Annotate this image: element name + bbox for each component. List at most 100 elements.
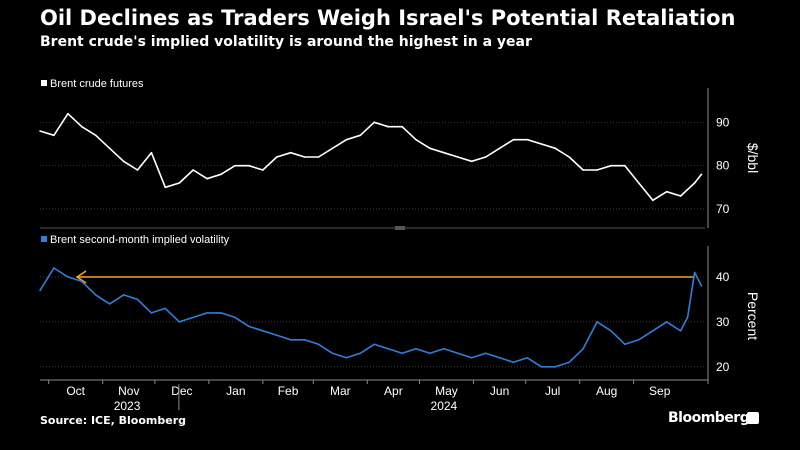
data-point xyxy=(498,356,501,359)
data-point xyxy=(651,330,654,332)
x-tick-label: Dec xyxy=(171,384,192,398)
data-point xyxy=(596,169,598,171)
legend-swatch xyxy=(41,236,47,242)
data-point xyxy=(289,151,292,154)
data-point xyxy=(275,334,278,337)
data-point xyxy=(498,147,501,150)
data-point xyxy=(345,138,348,141)
data-point xyxy=(150,151,153,154)
data-point xyxy=(401,352,403,355)
data-point xyxy=(220,173,222,176)
data-point xyxy=(122,160,125,163)
data-point xyxy=(679,330,682,332)
data-point xyxy=(317,343,320,346)
data-point xyxy=(582,348,584,350)
y-tick-label: 30 xyxy=(716,315,730,329)
legend-swatch xyxy=(41,80,47,86)
data-point xyxy=(582,169,584,171)
data-point xyxy=(665,190,668,193)
data-point xyxy=(220,312,222,314)
data-point xyxy=(248,325,250,328)
x-tick-label: Nov xyxy=(118,384,139,398)
data-point xyxy=(373,121,376,124)
y-tick-label: 40 xyxy=(716,270,730,284)
y-tick-label: 90 xyxy=(716,115,730,129)
data-point xyxy=(526,356,529,359)
data-point xyxy=(289,339,292,341)
data-point xyxy=(234,164,236,167)
data-point xyxy=(164,307,167,310)
chart-subtitle: Brent crude's implied volatility is arou… xyxy=(40,34,532,50)
data-point xyxy=(700,285,703,287)
data-point xyxy=(484,156,487,158)
data-point xyxy=(512,361,515,364)
data-point xyxy=(638,339,640,341)
data-point xyxy=(94,134,97,137)
data-point xyxy=(540,365,543,368)
data-point xyxy=(526,138,529,141)
y-axis-unit: Percent xyxy=(745,292,761,340)
data-point xyxy=(373,343,376,346)
data-point xyxy=(317,156,320,158)
y-tick-label: 20 xyxy=(716,360,730,374)
data-point xyxy=(568,156,571,158)
data-point xyxy=(53,134,55,137)
data-point xyxy=(178,182,181,184)
data-point xyxy=(94,294,97,296)
year-label: 2023 xyxy=(114,399,141,413)
data-point xyxy=(443,348,445,350)
data-point xyxy=(610,164,612,167)
series-line xyxy=(39,267,703,368)
data-point xyxy=(554,365,557,368)
data-point xyxy=(136,169,139,171)
legend-label: Brent second-month implied volatility xyxy=(50,234,230,246)
data-point xyxy=(67,276,69,278)
x-tick-label: Aug xyxy=(596,384,617,398)
data-point xyxy=(665,321,668,323)
y-axis-unit: $/bbl xyxy=(745,143,761,173)
data-point xyxy=(359,352,362,355)
data-point xyxy=(457,352,459,355)
x-tick-label: Jul xyxy=(545,384,560,398)
data-point xyxy=(638,182,640,184)
x-tick-label: Oct xyxy=(66,384,85,398)
data-point xyxy=(234,316,236,319)
data-point xyxy=(686,316,689,319)
data-point xyxy=(387,348,389,350)
data-point xyxy=(700,173,703,176)
data-point xyxy=(540,143,543,145)
data-point xyxy=(651,199,654,202)
data-point xyxy=(554,147,557,150)
data-point xyxy=(178,321,181,323)
data-point xyxy=(122,294,125,296)
bloomberg-icon xyxy=(747,412,759,424)
data-point xyxy=(596,321,598,323)
x-tick-label: Jun xyxy=(490,384,509,398)
x-tick-label: Feb xyxy=(278,384,299,398)
data-point xyxy=(303,339,306,341)
data-point xyxy=(484,352,487,355)
data-point xyxy=(331,352,334,355)
data-point xyxy=(262,330,264,332)
brand-logo: Bloomberg xyxy=(668,410,750,426)
data-point xyxy=(67,112,69,115)
data-point xyxy=(443,151,445,154)
data-point xyxy=(429,147,431,150)
data-point xyxy=(624,343,626,346)
data-point xyxy=(693,271,696,274)
y-tick-label: 70 xyxy=(716,202,730,216)
data-point xyxy=(39,289,41,292)
data-point xyxy=(192,316,194,319)
data-point xyxy=(206,177,208,180)
x-tick-label: Jan xyxy=(226,384,245,398)
x-tick-label: Mar xyxy=(330,384,351,398)
year-label: 2024 xyxy=(431,399,458,413)
data-point xyxy=(568,361,571,364)
data-point xyxy=(387,125,389,128)
chart-title: Oil Declines as Traders Weigh Israel's P… xyxy=(40,6,736,30)
data-point xyxy=(429,352,431,355)
x-tick-label: May xyxy=(435,384,458,398)
series-line xyxy=(39,112,703,202)
data-point xyxy=(262,169,264,171)
